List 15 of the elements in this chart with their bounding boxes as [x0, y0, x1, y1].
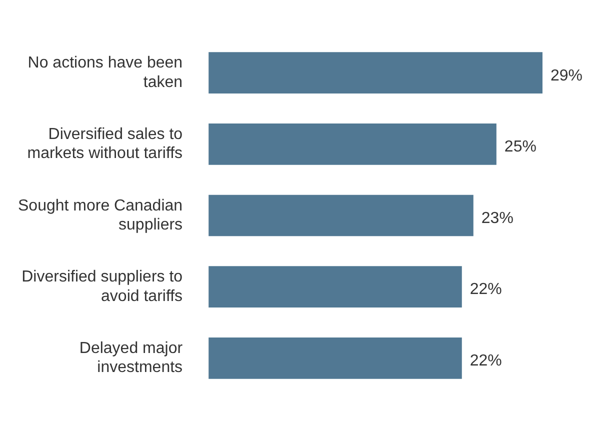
y-tick-label: Diversified sales to markets without tariffs: [27, 126, 183, 162]
y-tick-label: Delayed major investments: [79, 340, 184, 376]
y-tick-label: Sought more Canadian suppliers: [18, 197, 183, 234]
bar: [208, 194, 474, 236]
bar: [208, 123, 496, 165]
data-label: 22%: [470, 281, 502, 298]
bar: [208, 337, 462, 379]
y-tick-label: Diversified suppliers to avoid tariffs: [22, 268, 183, 305]
data-label: 23%: [481, 210, 514, 227]
y-tick-label: No actions have been taken: [28, 54, 183, 91]
bar: [208, 266, 462, 308]
data-label: 22%: [470, 352, 502, 370]
bar: [208, 52, 542, 94]
data-label: 29%: [550, 67, 583, 84]
data-label: 25%: [504, 138, 536, 156]
